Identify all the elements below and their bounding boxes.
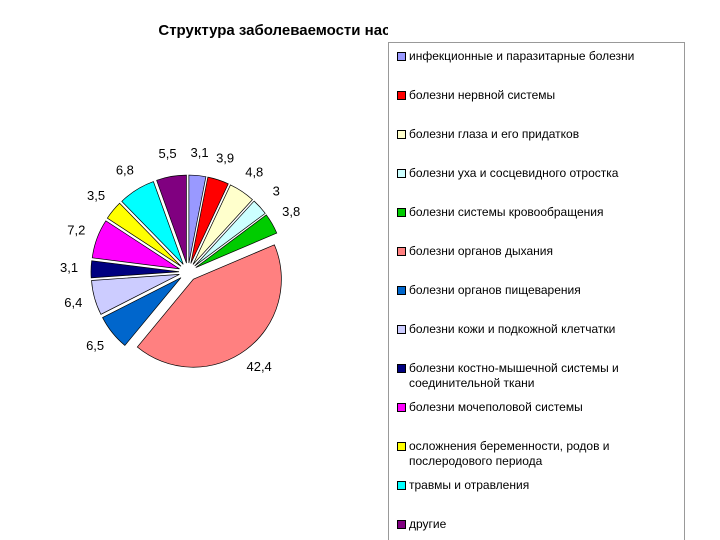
data-label: 3,8 xyxy=(282,204,300,219)
legend-label: болезни нервной системы xyxy=(409,88,556,102)
legend-swatch xyxy=(397,403,406,412)
pie-slice xyxy=(102,277,182,346)
legend-swatch xyxy=(397,481,406,490)
data-label: 42,4 xyxy=(246,359,271,374)
chart-title: Структура заболеваемости населения в 201… xyxy=(158,22,388,39)
legend-label: болезни уха и сосцевидного отростка xyxy=(409,166,619,180)
pie-slice xyxy=(194,200,266,267)
legend-swatch xyxy=(397,286,406,295)
legend-item: другие xyxy=(397,517,689,532)
chart: Структура заболеваемости населения в 201… xyxy=(60,22,388,374)
pie-slice xyxy=(156,174,187,264)
legend-item: болезни нервной системы xyxy=(397,88,689,103)
data-label: 6,8 xyxy=(116,163,134,178)
legend-label: осложнения беременности, родов и послеро… xyxy=(409,439,610,468)
legend-label: инфекционные и паразитарные болезни xyxy=(409,49,635,63)
legend-item: болезни уха и сосцевидного отростка xyxy=(397,166,689,181)
pie-slice xyxy=(106,202,182,267)
legend-item: болезни глаза и его придатков xyxy=(397,127,689,142)
legend-item: болезни костно-мышечной системы и соедин… xyxy=(397,361,689,391)
legend-label: болезни костно-мышечной системы и соедин… xyxy=(409,361,619,390)
legend: инфекционные и паразитарные болезни болез… xyxy=(388,42,685,540)
legend-item: травмы и отравления xyxy=(397,478,689,493)
pie-slice xyxy=(188,174,207,264)
data-label: 3 xyxy=(273,184,280,199)
legend-label: болезни кожи и подкожной клетчатки xyxy=(409,322,616,336)
legend-item: болезни мочеполовой системы xyxy=(397,400,689,415)
legend-item: осложнения беременности, родов и послеро… xyxy=(397,439,689,469)
legend-label: другие xyxy=(409,517,447,531)
data-label: 3,1 xyxy=(191,145,209,160)
legend-label: травмы и отравления xyxy=(409,478,530,492)
data-label: 3,1 xyxy=(60,260,78,275)
legend-swatch xyxy=(397,169,406,178)
legend-swatch xyxy=(397,91,406,100)
legend-item: болезни системы кровообращения xyxy=(397,205,689,220)
pie-slice xyxy=(195,214,278,268)
pie-slice xyxy=(121,181,184,265)
data-label: 3,9 xyxy=(216,150,234,165)
pie-slice xyxy=(91,220,180,270)
data-label: 7,2 xyxy=(67,222,85,237)
legend-label: болезни системы кровообращения xyxy=(409,205,604,219)
legend-label: болезни органов дыхания xyxy=(409,244,553,258)
data-label: 6,5 xyxy=(86,338,104,353)
data-label: 4,8 xyxy=(245,165,263,180)
legend-swatch xyxy=(397,442,406,451)
legend-item: болезни кожи и подкожной клетчатки xyxy=(397,322,689,337)
data-label: 3,5 xyxy=(87,188,105,203)
data-label: 6,4 xyxy=(64,295,82,310)
legend-swatch xyxy=(397,130,406,139)
legend-label: болезни органов пищеварения xyxy=(409,283,581,297)
legend-swatch xyxy=(397,364,406,373)
data-label: 5,5 xyxy=(159,146,177,161)
pie-slice xyxy=(91,274,180,315)
legend-swatch xyxy=(397,52,406,61)
pie-slice xyxy=(192,184,253,265)
pie-slice xyxy=(136,244,282,368)
legend-swatch xyxy=(397,247,406,256)
legend-swatch xyxy=(397,520,406,529)
legend-swatch xyxy=(397,325,406,334)
legend-label: болезни глаза и его придатков xyxy=(409,127,580,141)
legend-item: болезни органов дыхания xyxy=(397,244,689,259)
legend-swatch xyxy=(397,208,406,217)
legend-label: болезни мочеполовой системы xyxy=(409,400,583,414)
legend-item: инфекционные и паразитарные болезни xyxy=(397,49,689,64)
pie-slice xyxy=(190,176,229,264)
pie-slice xyxy=(90,260,180,279)
legend-item: болезни органов пищеварения xyxy=(397,283,689,298)
